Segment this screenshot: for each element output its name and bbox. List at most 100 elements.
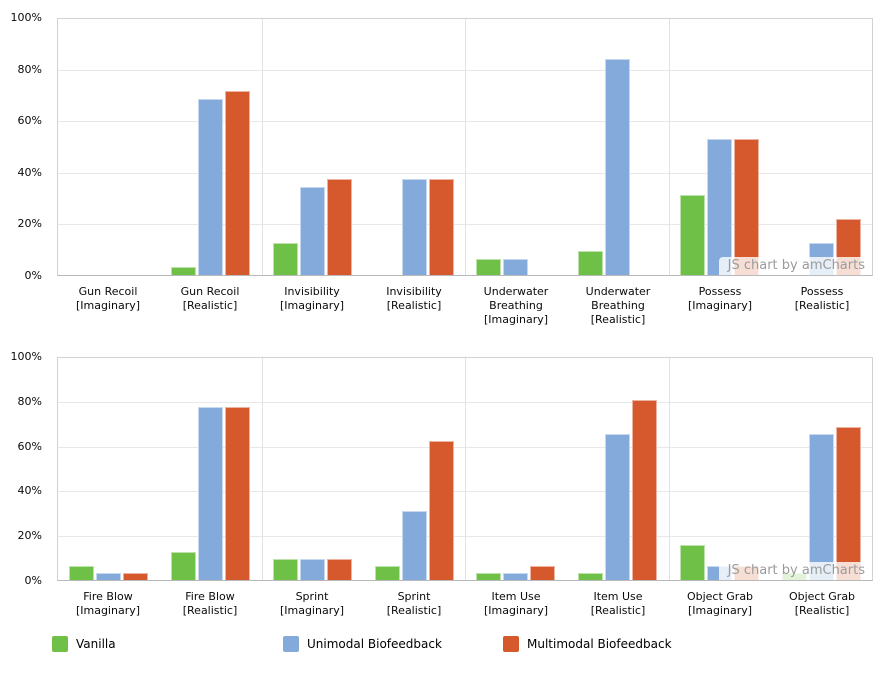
category-label: Invisibility [Realistic] xyxy=(386,285,442,312)
y-axis-tick-label: 80% xyxy=(17,394,42,408)
vertical-gridline xyxy=(465,358,466,580)
category-label: Fire Blow [Realistic] xyxy=(182,590,238,617)
category-cell-item-use-realistic- xyxy=(567,358,669,580)
bar-vanilla xyxy=(374,566,400,580)
chart-row: 100% 80% 60% 40% 20% 0% JS chart by amCharts xyxy=(0,350,888,587)
y-axis-tick-label: 0% xyxy=(24,574,42,587)
amcharts-watermark-link[interactable]: JS chart by amCharts xyxy=(718,257,872,275)
category-label: Object Grab [Imaginary] xyxy=(686,590,754,617)
bar-unimodal-biofeedback xyxy=(401,179,427,275)
category-cell-invisibility-imaginary- xyxy=(262,19,364,275)
bar-vanilla xyxy=(171,267,197,275)
category-label: Item Use [Imaginary] xyxy=(483,590,549,617)
category-cell-fire-blow-imaginary- xyxy=(58,358,160,580)
category-axis-labels: Fire Blow [Imaginary] Fire Blow [Realistic]… xyxy=(57,590,873,620)
category-label: Underwater Breathing [Realistic] xyxy=(585,285,651,326)
legend-item-multimodal-biofeedback[interactable]: Multimodal Biofeedback xyxy=(503,636,672,652)
bar-multimodal-biofeedback xyxy=(326,559,352,580)
chart-legend: Vanilla Unimodal Biofeedback Multimodal Bi… xyxy=(52,636,888,652)
vertical-gridline xyxy=(261,19,263,275)
vertical-gridline xyxy=(668,358,670,580)
category-label: Item Use [Realistic] xyxy=(590,590,646,617)
vertical-gridline xyxy=(261,358,263,580)
bar-unimodal-biofeedback xyxy=(503,573,529,580)
y-axis-tick-label: 60% xyxy=(17,114,42,128)
bar-multimodal-biofeedback xyxy=(123,573,149,580)
bar-vanilla xyxy=(578,250,604,275)
top-chart: 100% 80% 60% 40% 20% 0% JS chart by amCharts Gu… xyxy=(0,11,888,329)
category-cell-underwater-breathing-imaginary- xyxy=(465,19,567,275)
bar-unimodal-biofeedback xyxy=(299,559,325,580)
bar-multimodal-biofeedback xyxy=(225,90,251,275)
bar-unimodal-biofeedback xyxy=(605,58,631,275)
category-cell-invisibility-realistic- xyxy=(363,19,465,275)
category-cell-fire-blow-realistic- xyxy=(160,358,262,580)
bar-vanilla xyxy=(69,566,95,580)
bar-multimodal-biofeedback xyxy=(530,566,556,580)
bar-vanilla xyxy=(578,573,604,580)
category-cell-possess-realistic- xyxy=(770,19,872,275)
category-label: Sprint [Realistic] xyxy=(386,590,442,617)
bar-unimodal-biofeedback xyxy=(401,510,427,580)
legend-label: Unimodal Biofeedback xyxy=(307,637,442,651)
category-columns xyxy=(58,19,872,275)
bar-multimodal-biofeedback xyxy=(428,441,454,580)
category-label: Underwater Breathing [Imaginary] xyxy=(483,285,549,326)
bar-vanilla xyxy=(476,258,502,275)
bar-vanilla xyxy=(272,243,298,275)
category-axis-labels: Gun Recoil [Imaginary] Gun Recoil [Realisti… xyxy=(57,285,873,329)
bar-vanilla xyxy=(476,573,502,580)
category-cell-sprint-imaginary- xyxy=(262,358,364,580)
category-label: Possess [Imaginary] xyxy=(687,285,753,312)
category-cell-gun-recoil-imaginary- xyxy=(58,19,160,275)
amcharts-watermark-link[interactable]: JS chart by amCharts xyxy=(718,562,872,580)
bar-vanilla xyxy=(272,559,298,580)
legend-swatch-vanilla xyxy=(52,636,68,652)
y-axis-tick-label: 20% xyxy=(17,529,42,543)
legend-label: Vanilla xyxy=(76,637,116,651)
vertical-gridline xyxy=(668,19,670,275)
bar-unimodal-biofeedback xyxy=(96,573,122,580)
bar-unimodal-biofeedback xyxy=(503,258,529,275)
chart-row: 100% 80% 60% 40% 20% 0% JS chart by amCharts xyxy=(0,11,888,282)
category-cell-object-grab-realistic- xyxy=(770,358,872,580)
bar-multimodal-biofeedback xyxy=(835,427,861,580)
bar-multimodal-biofeedback xyxy=(632,399,658,580)
bar-vanilla xyxy=(171,552,197,580)
bar-unimodal-biofeedback xyxy=(299,186,325,275)
bar-unimodal-biofeedback xyxy=(808,434,834,580)
category-label: Invisibility [Imaginary] xyxy=(279,285,345,312)
legend-label: Multimodal Biofeedback xyxy=(527,637,672,651)
legend-item-unimodal-biofeedback[interactable]: Unimodal Biofeedback xyxy=(283,636,503,652)
category-cell-possess-imaginary- xyxy=(669,19,771,275)
category-label: Sprint [Imaginary] xyxy=(279,590,345,617)
y-axis-tick-label: 60% xyxy=(17,439,42,453)
y-axis-tick-label: 40% xyxy=(17,484,42,498)
plot-area: JS chart by amCharts xyxy=(57,357,873,581)
category-label: Gun Recoil [Realistic] xyxy=(180,285,240,312)
category-label: Possess [Realistic] xyxy=(794,285,850,312)
bar-unimodal-biofeedback xyxy=(605,434,631,580)
biofeedback-success-rate-charts: 100% 80% 60% 40% 20% 0% JS chart by amCharts Gu… xyxy=(0,11,888,675)
vertical-gridline xyxy=(465,19,466,275)
legend-swatch-unimodal-biofeedback xyxy=(283,636,299,652)
bar-multimodal-biofeedback xyxy=(326,179,352,275)
y-axis-tick-label: 0% xyxy=(24,269,42,282)
category-cell-item-use-imaginary- xyxy=(465,358,567,580)
category-columns xyxy=(58,358,872,580)
bar-vanilla xyxy=(679,194,705,275)
bottom-chart: 100% 80% 60% 40% 20% 0% JS chart by amCharts Fi… xyxy=(0,350,888,620)
bar-multimodal-biofeedback xyxy=(733,139,759,275)
category-cell-underwater-breathing-realistic- xyxy=(567,19,669,275)
y-axis: 100% 80% 60% 40% 20% 0% xyxy=(0,350,50,587)
y-axis-tick-label: 40% xyxy=(17,165,42,179)
bar-vanilla xyxy=(679,545,705,580)
legend-item-vanilla[interactable]: Vanilla xyxy=(52,636,283,652)
y-axis-tick-label: 100% xyxy=(10,350,42,363)
y-axis: 100% 80% 60% 40% 20% 0% xyxy=(0,11,50,282)
plot-area: JS chart by amCharts xyxy=(57,18,873,276)
category-label: Fire Blow [Imaginary] xyxy=(75,590,141,617)
category-cell-object-grab-imaginary- xyxy=(669,358,771,580)
bar-unimodal-biofeedback xyxy=(198,98,224,275)
bar-unimodal-biofeedback xyxy=(198,406,224,580)
